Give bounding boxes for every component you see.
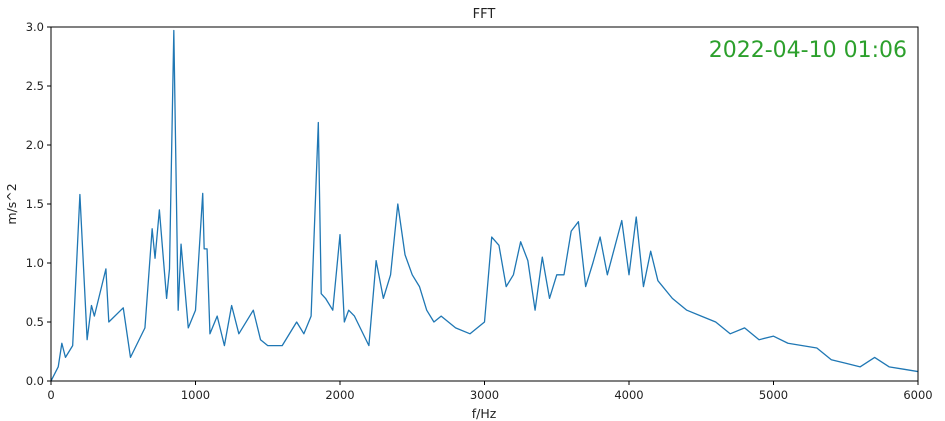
x-tick-label: 1000: [181, 388, 210, 402]
y-axis: 0.0 0.5 1.0 1.5 2.0 2.5 3.0: [26, 20, 51, 388]
x-tick-label: 0: [47, 388, 54, 402]
x-tick-label: 5000: [759, 388, 788, 402]
x-axis: 0 1000 2000 3000 4000 5000 6000: [47, 381, 933, 402]
y-tick-label: 2.0: [26, 138, 44, 152]
fft-line: [51, 29, 918, 381]
x-axis-title: f/Hz: [472, 406, 497, 421]
fft-series: [51, 29, 918, 381]
y-tick-label: 1.5: [26, 197, 44, 211]
y-tick-label: 2.5: [26, 79, 44, 93]
y-axis-title: m/s^2: [4, 183, 19, 224]
chart-title: FFT: [473, 7, 496, 22]
plot-area: [50, 26, 919, 382]
x-tick-label: 4000: [614, 388, 643, 402]
y-tick-label: 1.0: [26, 256, 44, 270]
plot-frame: [50, 26, 919, 382]
y-tick-label: 0.5: [26, 315, 44, 329]
y-tick-label: 3.0: [26, 20, 44, 34]
x-tick-label: 3000: [470, 388, 499, 402]
x-tick-label: 2000: [325, 388, 354, 402]
x-tick-label: 6000: [903, 388, 932, 402]
y-tick-label: 0.0: [26, 374, 44, 388]
timestamp-annotation: 2022-04-10 01:06: [709, 38, 907, 63]
